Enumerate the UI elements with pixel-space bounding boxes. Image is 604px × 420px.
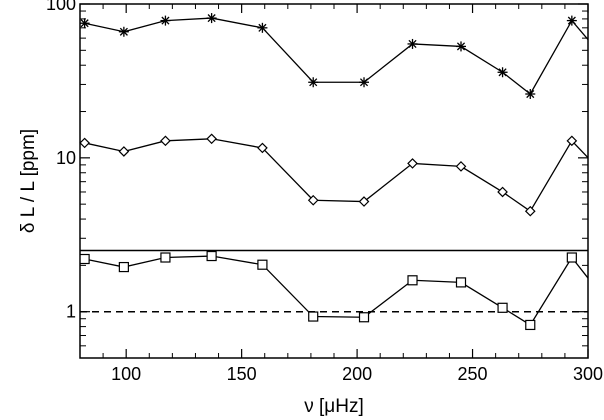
- square-marker: [257, 259, 268, 270]
- series-square: [79, 250, 589, 331]
- diamond-marker: [524, 205, 536, 217]
- diamond-marker: [206, 133, 217, 145]
- asterisk-marker: [456, 41, 466, 52]
- series-asterisk: [79, 13, 589, 100]
- asterisk-marker: [160, 15, 171, 26]
- diamond-marker: [257, 142, 268, 154]
- square-marker: [308, 311, 319, 322]
- diamond-marker: [307, 194, 319, 206]
- diamond-marker: [358, 196, 370, 207]
- asterisk-marker: [206, 13, 217, 24]
- square-marker: [206, 250, 217, 262]
- asterisk-marker: [308, 77, 319, 88]
- asterisk-marker: [79, 18, 90, 29]
- diamond-marker: [160, 135, 171, 147]
- square-marker: [525, 319, 536, 331]
- diamond-marker: [455, 161, 467, 172]
- diamond-marker: [407, 158, 418, 169]
- y-axis-title: δ L / L [ppm]: [18, 129, 39, 233]
- square-marker: [566, 252, 577, 263]
- x-tick-label: 200: [342, 364, 372, 384]
- x-tick-label: 250: [458, 364, 488, 384]
- y-tick-label: 10: [56, 148, 76, 168]
- square-marker: [497, 302, 508, 313]
- series-line-square: [84, 255, 589, 326]
- square-marker: [118, 261, 129, 273]
- x-tick-label: 300: [573, 364, 603, 384]
- series-diamond: [79, 133, 589, 217]
- diamond-marker: [79, 137, 90, 149]
- diamond-marker: [497, 186, 508, 198]
- diamond-marker: [566, 135, 578, 147]
- plot-frame: [79, 3, 589, 359]
- asterisk-marker: [497, 67, 508, 78]
- square-marker: [358, 312, 370, 323]
- asterisk-marker: [118, 26, 129, 37]
- square-marker: [407, 275, 418, 286]
- series-line-diamond: [84, 138, 589, 213]
- x-axis-title: ν [μHz]: [304, 396, 364, 417]
- asterisk-marker: [525, 89, 536, 100]
- asterisk-marker: [359, 77, 370, 88]
- axis-ticks: 100 150 200 250 300 1 10 100: [46, 0, 603, 384]
- data-series: [79, 13, 589, 331]
- square-marker: [455, 277, 467, 288]
- asterisk-marker: [407, 38, 418, 49]
- asterisk-marker: [566, 15, 577, 26]
- y-tick-label: 100: [46, 0, 76, 14]
- series-line-asterisk: [84, 17, 589, 95]
- asterisk-marker: [257, 22, 268, 33]
- x-tick-label: 100: [111, 364, 141, 384]
- x-tick-label: 150: [227, 364, 257, 384]
- diamond-marker: [118, 146, 130, 157]
- square-marker: [79, 253, 90, 265]
- y-tick-label: 1: [66, 302, 76, 322]
- square-marker: [160, 252, 171, 263]
